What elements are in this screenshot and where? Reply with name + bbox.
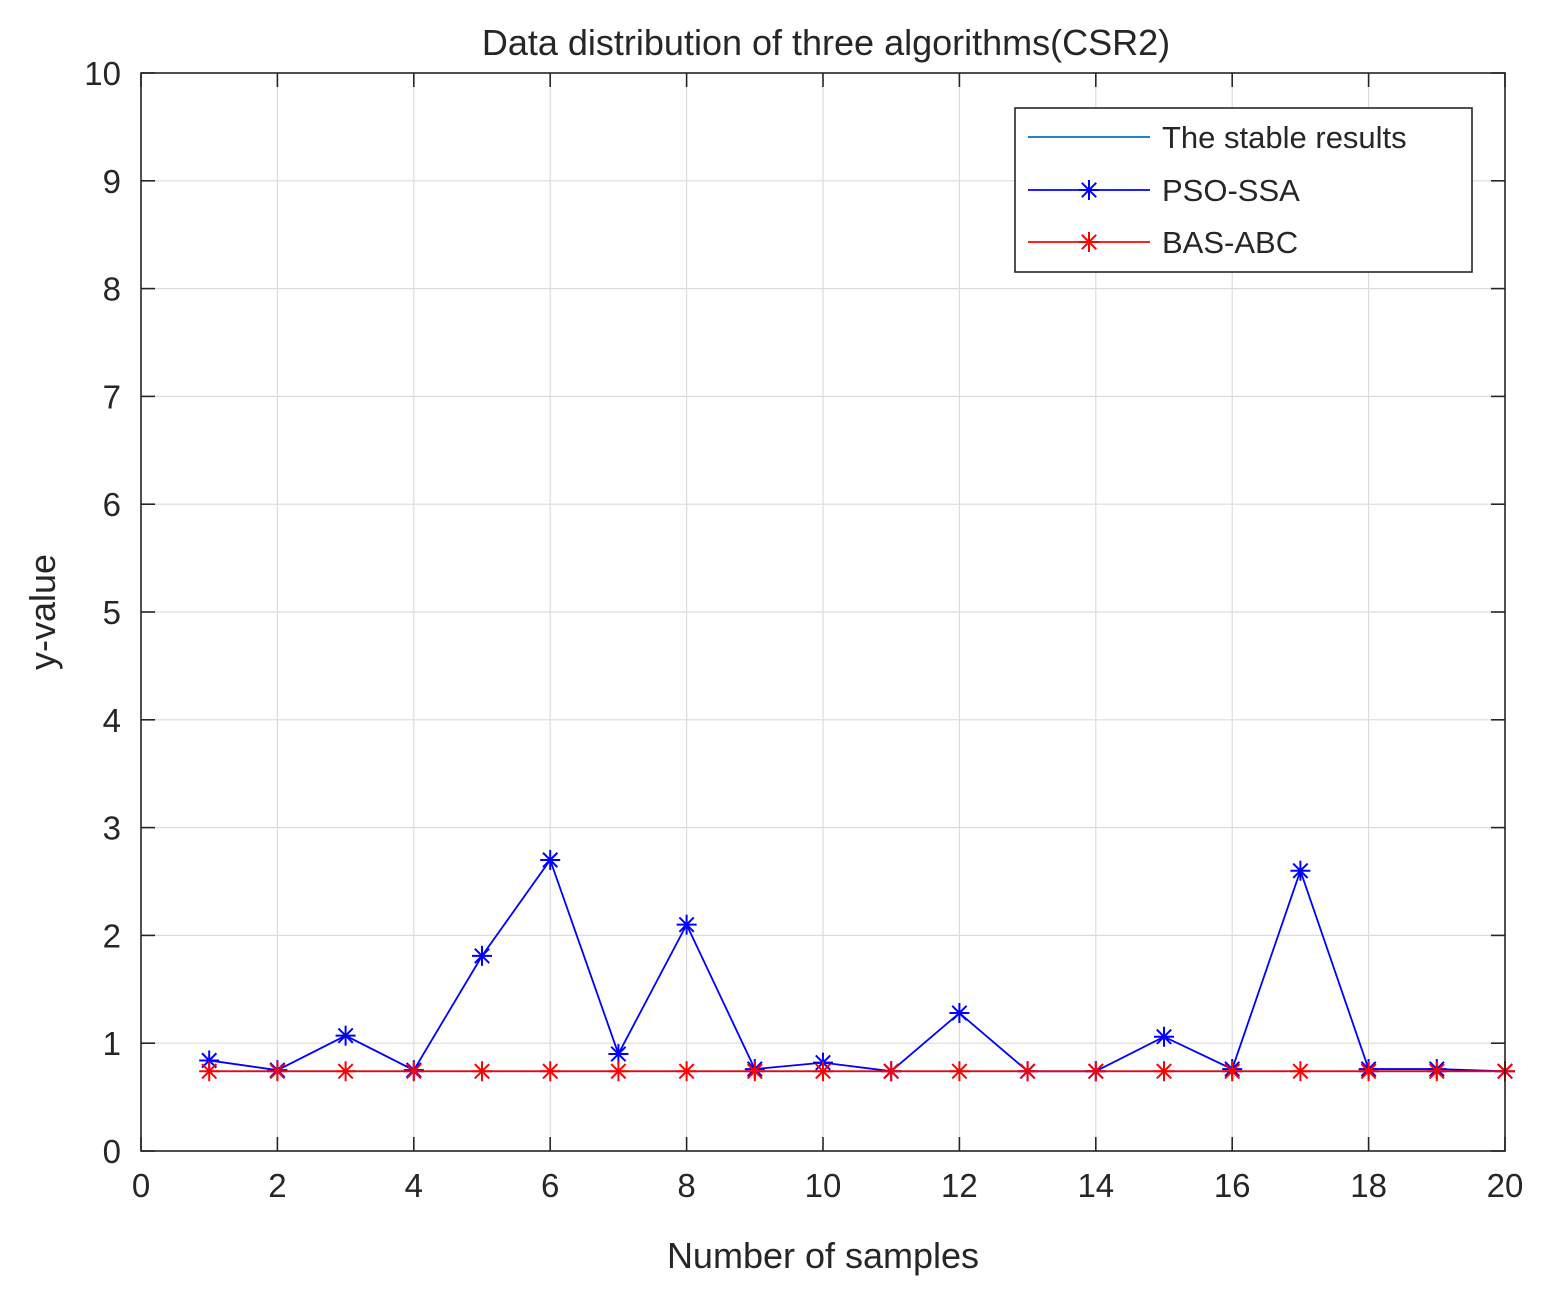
pso-ssa-point xyxy=(608,1043,629,1064)
bas-abc-point xyxy=(744,1061,765,1082)
legend-item-the-stable-results: The stable results xyxy=(1028,120,1407,155)
y-tick-label: 6 xyxy=(103,486,121,523)
bas-abc-point xyxy=(335,1061,356,1082)
y-tick-label: 9 xyxy=(103,163,121,200)
bas-abc-point xyxy=(1017,1061,1038,1082)
bas-abc-point xyxy=(608,1061,629,1082)
y-tick-label: 2 xyxy=(103,917,121,954)
x-tick-label: 12 xyxy=(941,1167,978,1204)
x-tick-label: 2 xyxy=(268,1167,286,1204)
x-axis-label: Number of samples xyxy=(667,1235,979,1276)
bas-abc-point xyxy=(676,1061,697,1082)
y-axis-label: y-value xyxy=(22,554,63,670)
legend-label: The stable results xyxy=(1162,120,1407,155)
legend-item-pso-ssa: PSO-SSA xyxy=(1028,173,1300,208)
x-tick-label: 18 xyxy=(1350,1167,1387,1204)
legend: The stable results PSO-SSA BAS-ABC xyxy=(1014,107,1473,273)
x-tick-label: 14 xyxy=(1077,1167,1114,1204)
bas-abc-point xyxy=(472,1061,492,1082)
x-tick-label: 6 xyxy=(541,1167,559,1204)
pso-ssa-point xyxy=(472,945,492,966)
pso-ssa-point xyxy=(540,849,561,870)
x-tick-label: 16 xyxy=(1214,1167,1251,1204)
y-tick-label: 10 xyxy=(84,55,121,92)
bas-abc-point xyxy=(540,1061,561,1082)
bas-abc-point xyxy=(1290,1061,1311,1082)
y-tick-label: 4 xyxy=(103,702,121,739)
legend-label: PSO-SSA xyxy=(1162,173,1300,208)
legend-label: BAS-ABC xyxy=(1162,225,1298,260)
bas-abc-point xyxy=(881,1061,902,1082)
bas-abc-point xyxy=(1358,1061,1379,1082)
x-tick-label: 20 xyxy=(1487,1167,1524,1204)
pso-ssa-point xyxy=(949,1003,970,1024)
bas-abc-markers xyxy=(199,1061,1515,1082)
pso-ssa-point xyxy=(1290,860,1311,881)
x-tick-label: 4 xyxy=(405,1167,423,1204)
x-tick-label: 10 xyxy=(805,1167,842,1204)
legend-item-bas-abc: BAS-ABC xyxy=(1028,225,1298,260)
bas-abc-point xyxy=(1222,1061,1243,1082)
y-tick-label: 8 xyxy=(103,271,121,308)
y-tick-label: 0 xyxy=(103,1133,121,1170)
bas-abc-point xyxy=(813,1061,833,1082)
bas-abc-point xyxy=(267,1061,288,1082)
y-tick-label: 1 xyxy=(103,1025,121,1062)
legend-marker xyxy=(1079,232,1099,252)
chart-title: Data distribution of three algorithms(CS… xyxy=(482,22,1170,63)
x-tick-label: 8 xyxy=(677,1167,695,1204)
bas-abc-point xyxy=(199,1061,220,1082)
bas-abc-point xyxy=(1426,1061,1447,1082)
pso-ssa-point xyxy=(676,914,697,935)
x-tick-label: 0 xyxy=(132,1167,150,1204)
pso-ssa-point xyxy=(335,1025,356,1046)
series-markers xyxy=(199,849,1515,1082)
series-lines xyxy=(209,858,1506,1073)
y-tick-label: 5 xyxy=(103,594,121,631)
bas-abc-point xyxy=(949,1061,970,1082)
bas-abc-point xyxy=(403,1061,424,1082)
bas-abc-point xyxy=(1154,1061,1174,1082)
pso-ssa-point xyxy=(1154,1026,1174,1047)
legend-marker xyxy=(1079,180,1099,200)
axis-ticks xyxy=(140,72,1506,1152)
y-tick-label: 3 xyxy=(103,810,121,847)
y-tick-label: 7 xyxy=(103,378,121,415)
pso-ssa-markers xyxy=(199,849,1515,1082)
bas-abc-point xyxy=(1085,1061,1106,1082)
pso-ssa-line xyxy=(209,858,1506,1073)
